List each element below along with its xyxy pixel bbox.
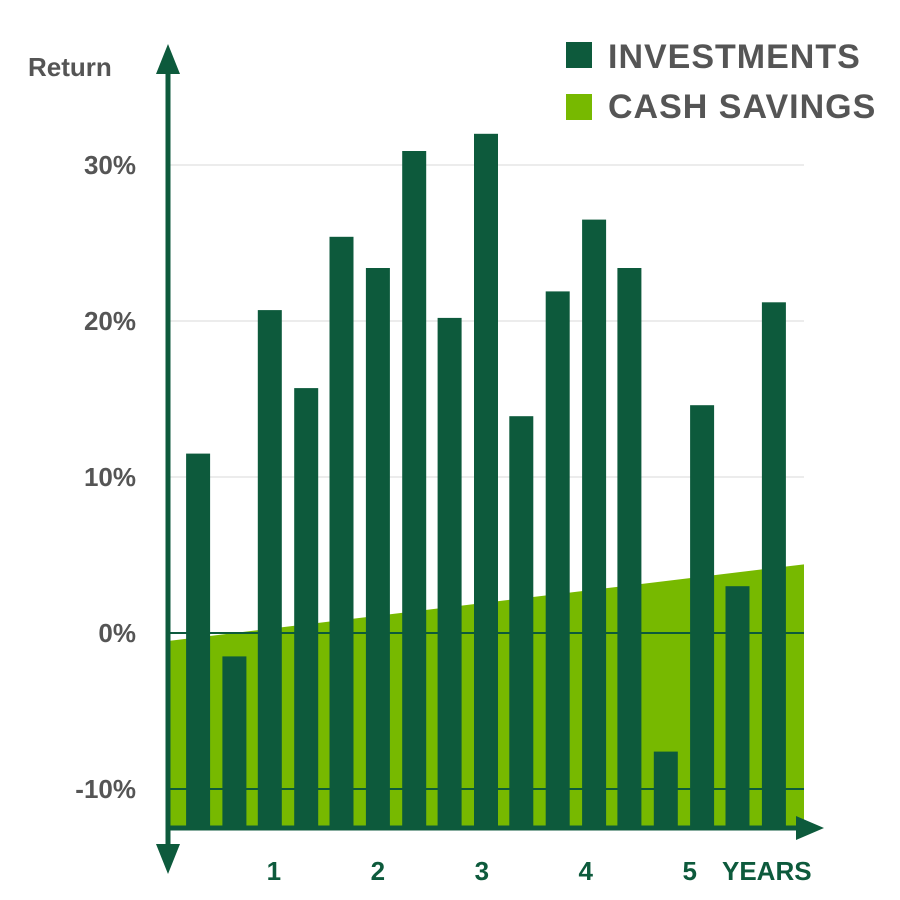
bar-11 — [582, 219, 607, 829]
y-tick-labels: 30% 20% 10% 0% -10% — [75, 150, 136, 804]
x-tick-label-3: 4 — [578, 856, 593, 886]
x-tick-label-4: 5 — [682, 856, 696, 886]
investments-bars — [186, 133, 786, 829]
x-tick-labels: 1 2 3 4 5 — [267, 856, 697, 886]
bar-6 — [402, 151, 427, 828]
bar-15 — [725, 586, 750, 828]
bar-8 — [474, 133, 498, 829]
y-tick-label-0: 30% — [84, 150, 136, 180]
y-tick-label-2: 10% — [84, 462, 136, 492]
legend: INVESTMENTS CASH SAVINGS — [566, 38, 876, 126]
x-axis-arrow — [796, 816, 824, 840]
legend-label-investments: INVESTMENTS — [608, 38, 861, 76]
axes — [156, 44, 824, 874]
y-axis-label: Return — [28, 52, 112, 82]
bar-14 — [690, 405, 715, 828]
bar-12 — [617, 268, 642, 828]
bar-16 — [761, 302, 786, 828]
bar-3 — [294, 388, 319, 828]
y-tick-label-4: -10% — [75, 774, 136, 804]
bar-4 — [329, 236, 354, 829]
legend-label-cash-savings: CASH SAVINGS — [608, 88, 876, 126]
y-tick-label-3: 0% — [98, 618, 136, 648]
x-tick-label-0: 1 — [267, 856, 281, 886]
bar-10 — [545, 291, 570, 828]
bar-7 — [437, 317, 462, 828]
y-axis-arrow-down — [156, 844, 180, 874]
y-axis-arrow-up — [156, 44, 180, 74]
x-axis-label: YEARS — [722, 856, 812, 886]
bar-9 — [509, 416, 534, 828]
y-tick-label-1: 20% — [84, 306, 136, 336]
x-tick-label-1: 2 — [371, 856, 385, 886]
bar-13 — [653, 751, 678, 828]
bar-0 — [186, 453, 211, 828]
bar-2 — [257, 310, 282, 829]
bar-1 — [222, 656, 247, 828]
bar-5 — [365, 268, 390, 828]
legend-swatch-investments — [566, 42, 592, 68]
legend-swatch-cash-savings — [566, 94, 592, 120]
x-tick-label-2: 3 — [475, 856, 489, 886]
